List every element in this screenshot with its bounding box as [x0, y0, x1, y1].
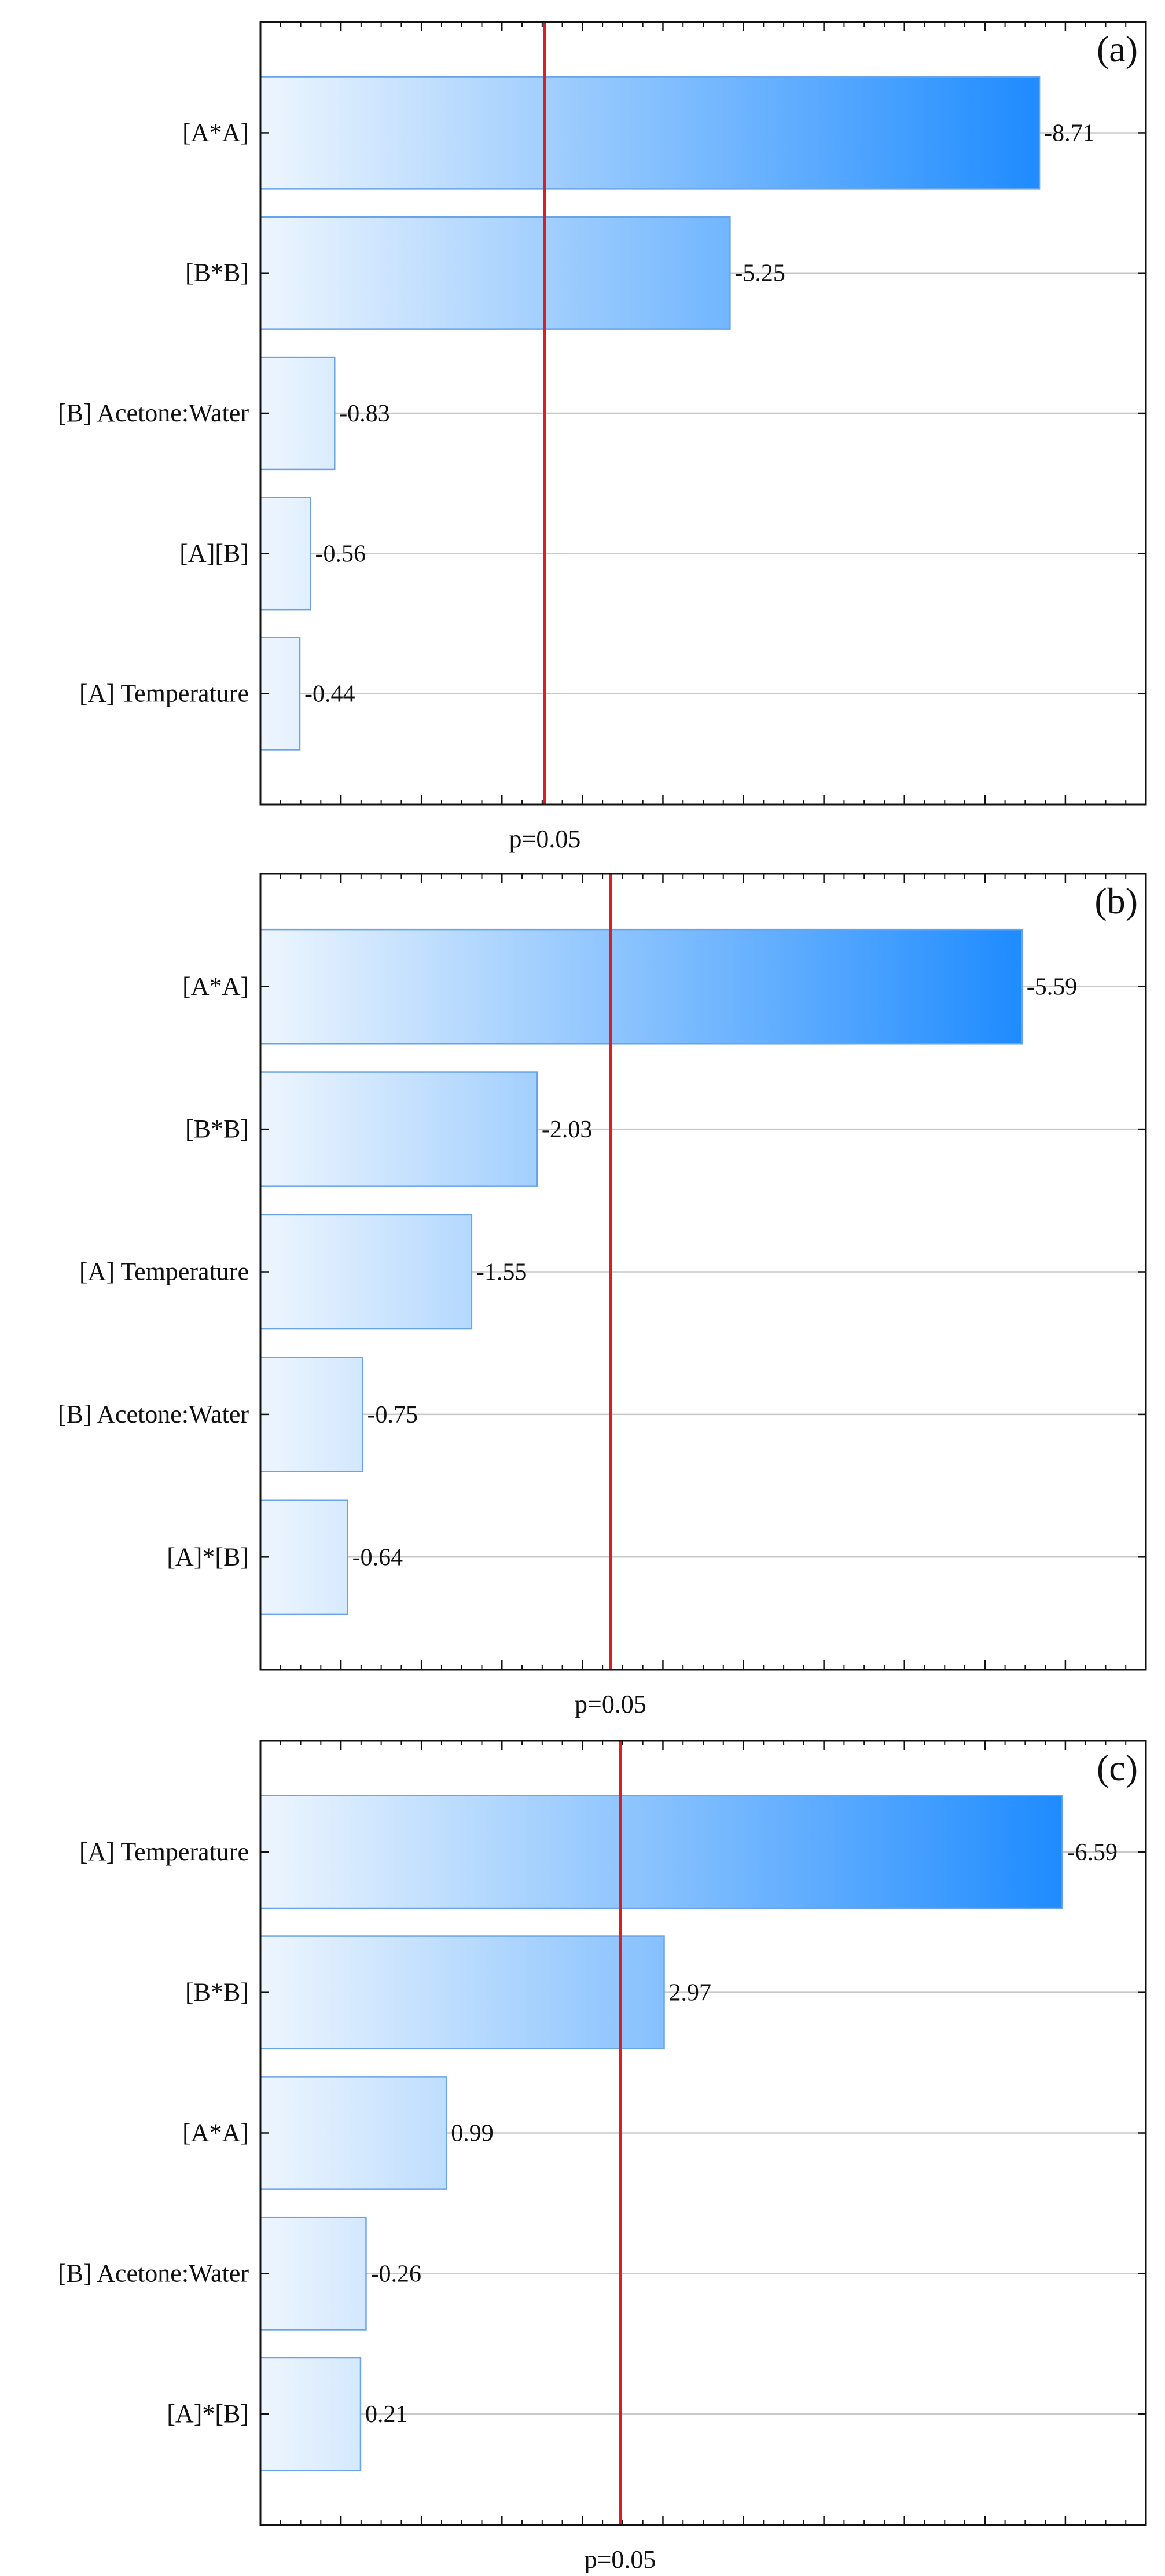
category-label: [B*B] — [185, 1115, 249, 1143]
category-label: [B] Acetone:Water — [58, 399, 249, 427]
bar-value-label: -5.59 — [1027, 974, 1078, 1001]
category-label: [B] Acetone:Water — [58, 2259, 249, 2287]
bar-1 — [259, 1795, 1063, 1909]
bar-value-label: 0.99 — [451, 2121, 494, 2147]
bar-2 — [259, 216, 731, 330]
bar-value-label: 2.97 — [669, 1980, 712, 2007]
chart-panel-2: -5.59 [A*A] -2.03 [B*B] -1.55 [A] Temperature… — [58, 873, 1147, 1718]
threshold-label: p=0.05 — [509, 825, 581, 853]
bar-value-label: 0.21 — [365, 2401, 408, 2428]
bar-3 — [259, 356, 336, 471]
category-label: [B*B] — [185, 1978, 249, 2007]
category-label: [B] Acetone:Water — [58, 1400, 249, 1428]
bar-value-label: -0.75 — [367, 1402, 418, 1428]
chart-panel-3: -6.59 [A] Temperature 2.97 [B*B] 0.99 [A*A] -0… — [58, 1740, 1147, 2574]
category-label: [A] Temperature — [79, 679, 249, 708]
category-label: [B*B] — [185, 259, 249, 287]
bar-2 — [259, 1071, 538, 1187]
category-label: [A] Temperature — [79, 1258, 249, 1286]
category-label: [A] Temperature — [79, 1838, 249, 1866]
bar-4 — [259, 1357, 363, 1472]
bar-2 — [259, 1935, 665, 2050]
bar-1 — [259, 76, 1041, 190]
panel-label: (b) — [1094, 880, 1138, 921]
bar-value-label: -6.59 — [1067, 1839, 1118, 1866]
bar-value-label: -0.44 — [304, 681, 355, 708]
category-label: [A*A] — [182, 972, 249, 1001]
bar-3 — [259, 2076, 447, 2190]
threshold-label: p=0.05 — [575, 1690, 646, 1718]
bar-value-label: -1.55 — [476, 1259, 527, 1286]
bar-value-label: -0.56 — [315, 541, 366, 567]
panel-label: (c) — [1097, 1747, 1138, 1788]
bar-5 — [259, 2357, 362, 2471]
bar-value-label: -0.26 — [370, 2261, 421, 2287]
chart-panel-1: -8.71 [A*A] -5.25 [B*B] -0.83 [B] Acetone:Wat… — [58, 21, 1147, 853]
bar-1 — [259, 928, 1023, 1045]
bar-4 — [259, 2216, 367, 2331]
bar-value-label: -5.25 — [734, 260, 785, 287]
threshold-label: p=0.05 — [585, 2545, 656, 2573]
category-label: [A*A] — [182, 118, 249, 146]
bar-value-label: -0.64 — [352, 1544, 403, 1571]
bar-3 — [259, 1214, 473, 1330]
category-label: [A][B] — [179, 539, 249, 567]
bar-4 — [259, 497, 311, 611]
category-label: [A*A] — [182, 2119, 249, 2147]
category-label: [A]*[B] — [167, 1542, 249, 1571]
bar-value-label: -8.71 — [1044, 120, 1095, 146]
bar-value-label: -2.03 — [542, 1116, 593, 1143]
panel-label: (a) — [1097, 28, 1138, 69]
bar-value-label: -0.83 — [339, 400, 390, 427]
bar-5 — [259, 1499, 348, 1615]
category-label: [A]*[B] — [167, 2399, 249, 2428]
